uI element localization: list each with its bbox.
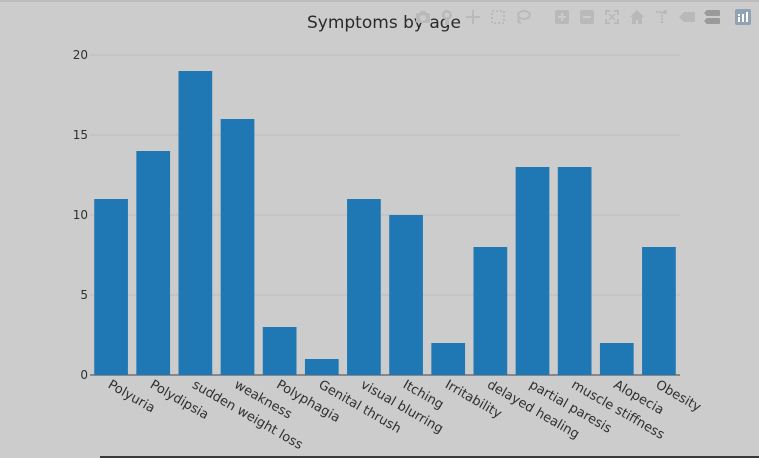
lasso-icon[interactable] bbox=[514, 8, 532, 26]
pan-icon[interactable] bbox=[464, 8, 482, 26]
bar[interactable] bbox=[304, 359, 339, 375]
y-tick-label: 20 bbox=[73, 48, 88, 62]
zoom-in-icon[interactable] bbox=[553, 8, 571, 26]
bar[interactable] bbox=[262, 327, 297, 375]
bar[interactable] bbox=[642, 247, 676, 375]
bar[interactable] bbox=[473, 247, 508, 375]
x-tick-label: Polyuria bbox=[105, 377, 157, 416]
bar[interactable] bbox=[94, 199, 128, 375]
zoom-icon[interactable] bbox=[439, 8, 457, 26]
spike-lines-icon[interactable] bbox=[653, 8, 671, 26]
y-tick-label: 15 bbox=[73, 128, 88, 142]
bar[interactable] bbox=[178, 71, 213, 375]
bar[interactable] bbox=[220, 119, 255, 375]
bar[interactable] bbox=[557, 167, 592, 375]
bar[interactable] bbox=[515, 167, 550, 375]
zoom-out-icon[interactable] bbox=[578, 8, 596, 26]
y-tick-label: 5 bbox=[80, 288, 88, 302]
box-select-icon[interactable] bbox=[489, 8, 507, 26]
bottom-border bbox=[100, 456, 759, 458]
plotly-logo-icon[interactable] bbox=[734, 8, 752, 26]
modebar bbox=[414, 8, 759, 26]
reset-axes-icon[interactable] bbox=[628, 8, 646, 26]
hover-compare-icon[interactable] bbox=[703, 8, 721, 26]
y-tick-label: 10 bbox=[73, 208, 88, 222]
bar[interactable] bbox=[347, 199, 381, 375]
y-tick-label: 0 bbox=[80, 368, 88, 382]
bar[interactable] bbox=[136, 151, 171, 375]
bar[interactable] bbox=[431, 343, 466, 375]
y-axis-ticks: 0 5 10 15 20 bbox=[73, 48, 88, 382]
bars bbox=[94, 71, 676, 375]
bar[interactable] bbox=[389, 215, 423, 375]
autoscale-icon[interactable] bbox=[603, 8, 621, 26]
camera-icon[interactable] bbox=[414, 8, 432, 26]
hover-closest-icon[interactable] bbox=[678, 8, 696, 26]
bar[interactable] bbox=[599, 343, 634, 375]
